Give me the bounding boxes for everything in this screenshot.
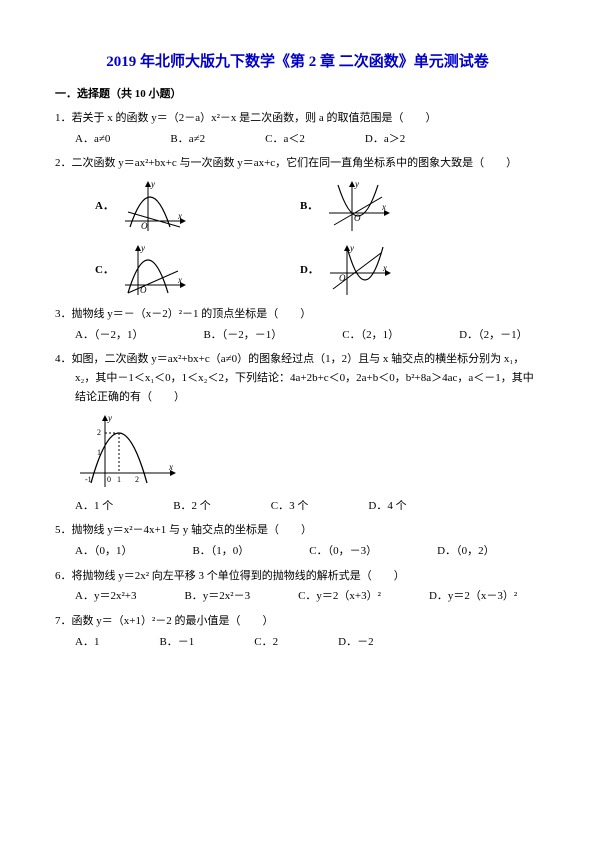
q5-text: 5．抛物线 y＝x²－4x+1 与 y 轴交点的坐标是（ ） xyxy=(55,521,540,540)
q4-opt-a: A．1 个 xyxy=(75,497,113,516)
svg-text:y: y xyxy=(140,243,145,253)
q4-opt-c: C．3 个 xyxy=(271,497,309,516)
q6-opt-a: A．y＝2x²+3 xyxy=(75,587,136,606)
q5-opt-d: D．（0，2） xyxy=(437,542,494,561)
question-2: 2．二次函数 y＝ax²+bx+c 与一次函数 y＝ax+c，它们在同一直角坐标… xyxy=(55,154,540,299)
q3-opt-a: A．（－2，1） xyxy=(75,326,143,345)
q4-line2: x₂，其中－1＜x₁＜0，1＜x₂＜2，下列结论：4a+2b+c＜0，2a+b＜… xyxy=(75,369,540,388)
svg-text:x: x xyxy=(168,462,173,472)
q2-label-a: A． xyxy=(95,197,114,216)
question-7: 7．函数 y＝（x+1）²－2 的最小值是（ ） A．1 B．－1 C．2 D．… xyxy=(55,612,540,651)
q1-opt-b: B．a≠2 xyxy=(170,130,205,149)
q7-opt-c: C．2 xyxy=(254,633,278,652)
q1-opt-c: C．a＜2 xyxy=(265,130,305,149)
svg-text:x: x xyxy=(177,275,182,285)
svg-text:1: 1 xyxy=(97,448,101,457)
q1-text: 1．若关于 x 的函数 y＝（2－a）x²－x 是二次函数，则 a 的取值范围是… xyxy=(55,109,540,128)
svg-text:y: y xyxy=(107,413,112,423)
q1-opt-d: D．a＞2 xyxy=(365,130,405,149)
q3-opt-b: B．（－2，－1） xyxy=(203,326,282,345)
q4-line1: 4．如图，二次函数 y＝ax²+bx+c（a≠0）的图象经过点（1，2）且与 x… xyxy=(55,350,540,369)
q4-line3: 结论正确的有（ ） xyxy=(75,388,540,407)
svg-text:2: 2 xyxy=(97,428,101,437)
svg-text:y: y xyxy=(349,243,354,253)
q3-text: 3．抛物线 y＝－（x－2）²－1 的顶点坐标是（ ） xyxy=(55,305,540,324)
q2-label-d: D． xyxy=(300,261,319,280)
q1-opt-a: A．a≠0 xyxy=(75,130,110,149)
svg-text:x: x xyxy=(381,202,386,212)
q2-label-c: C． xyxy=(95,261,114,280)
q6-text: 6．将抛物线 y＝2x² 向左平移 3 个单位得到的抛物线的解析式是（ ） xyxy=(55,567,540,586)
svg-text:x: x xyxy=(382,263,387,273)
svg-text:O: O xyxy=(339,273,346,283)
q7-opt-a: A．1 xyxy=(75,633,99,652)
q4-opt-d: D．4 个 xyxy=(368,497,406,516)
q5-opt-a: A．（0，1） xyxy=(75,542,132,561)
q4-graph-icon: x y 2 1 -1 0 1 2 xyxy=(75,411,180,491)
graph-b-icon: x y O xyxy=(324,177,394,235)
q2-label-b: B． xyxy=(300,197,318,216)
q7-opt-b: B．－1 xyxy=(159,633,194,652)
svg-text:-1: -1 xyxy=(85,475,92,484)
svg-text:x: x xyxy=(177,211,182,221)
svg-text:y: y xyxy=(150,179,155,189)
q5-opt-c: C．（0，－3） xyxy=(309,542,377,561)
q3-opt-d: D．（2，－1） xyxy=(459,326,527,345)
page-title: 2019 年北师大版九下数学《第 2 章 二次函数》单元测试卷 xyxy=(55,50,540,71)
q7-text: 7．函数 y＝（x+1）²－2 的最小值是（ ） xyxy=(55,612,540,631)
graph-a-icon: x y O xyxy=(120,177,190,235)
question-1: 1．若关于 x 的函数 y＝（2－a）x²－x 是二次函数，则 a 的取值范围是… xyxy=(55,109,540,148)
question-6: 6．将抛物线 y＝2x² 向左平移 3 个单位得到的抛物线的解析式是（ ） A．… xyxy=(55,567,540,606)
q6-opt-d: D．y＝2（x－3）² xyxy=(429,587,517,606)
svg-text:0: 0 xyxy=(107,475,111,484)
svg-text:O: O xyxy=(354,213,361,223)
svg-text:O: O xyxy=(140,285,147,295)
q6-opt-c: C．y＝2（x+3）² xyxy=(298,587,381,606)
graph-d-icon: x y O xyxy=(325,241,395,299)
q7-opt-d: D．－2 xyxy=(338,633,373,652)
section-heading: 一．选择题（共 10 小题） xyxy=(55,85,540,101)
q5-opt-b: B．（1，0） xyxy=(192,542,249,561)
question-5: 5．抛物线 y＝x²－4x+1 与 y 轴交点的坐标是（ ） A．（0，1） B… xyxy=(55,521,540,560)
svg-text:O: O xyxy=(141,221,148,231)
svg-text:2: 2 xyxy=(135,475,139,484)
question-3: 3．抛物线 y＝－（x－2）²－1 的顶点坐标是（ ） A．（－2，1） B．（… xyxy=(55,305,540,344)
svg-text:y: y xyxy=(354,179,359,189)
q3-opt-c: C．（2，1） xyxy=(342,326,399,345)
svg-text:1: 1 xyxy=(117,475,121,484)
q2-text: 2．二次函数 y＝ax²+bx+c 与一次函数 y＝ax+c，它们在同一直角坐标… xyxy=(55,154,540,173)
question-4: 4．如图，二次函数 y＝ax²+bx+c（a≠0）的图象经过点（1，2）且与 x… xyxy=(55,350,540,515)
q4-opt-b: B．2 个 xyxy=(173,497,211,516)
graph-c-icon: x y O xyxy=(120,241,190,299)
q6-opt-b: B．y＝2x²－3 xyxy=(184,587,250,606)
